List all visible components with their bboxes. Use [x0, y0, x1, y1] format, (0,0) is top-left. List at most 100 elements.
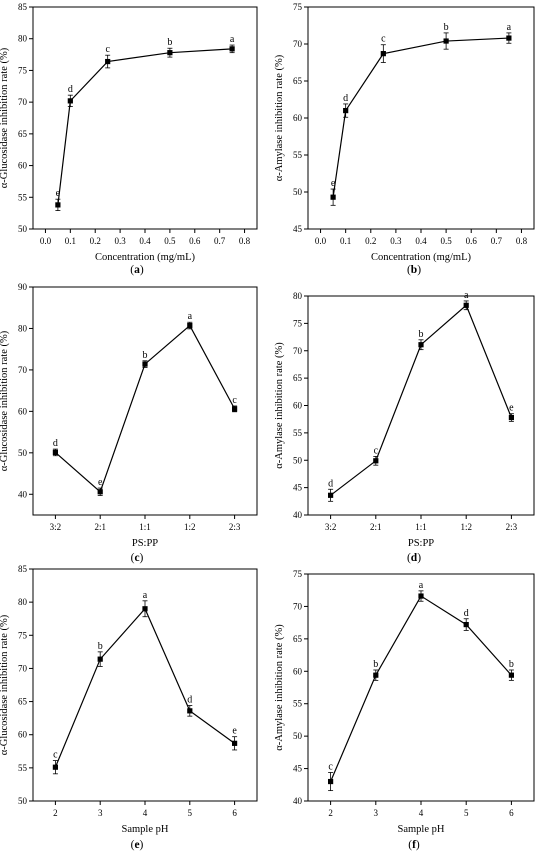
y-tick-label: 75	[293, 2, 303, 12]
x-axis-title: PS:PP	[408, 538, 434, 549]
data-point	[105, 58, 111, 65]
data-point	[55, 202, 61, 208]
x-tick-label: 2:3	[229, 522, 241, 532]
y-tick-label: 40	[293, 796, 303, 806]
y-axis-title: α-Amylase inhibition rate (%)	[274, 342, 285, 469]
x-tick-label: 0.3	[114, 236, 126, 246]
y-tick-label: 80	[18, 34, 28, 44]
y-tick-label: 65	[293, 373, 303, 383]
y-tick-label: 75	[18, 65, 28, 75]
significance-letter: e	[232, 726, 237, 737]
data-point	[373, 672, 379, 678]
x-tick-label: 0.0	[315, 236, 327, 246]
y-tick-label: 55	[18, 763, 28, 773]
chart-panel-b: 0.0 0.1 0.2 0.3 0.4 0.5 0.6 0.7 0.8 45 50 55 60 65 70 7…	[274, 2, 535, 276]
y-tick-label: 75	[18, 630, 28, 640]
plot-frame	[307, 6, 535, 230]
y-tick-label: 55	[18, 192, 28, 202]
data-point	[463, 621, 469, 628]
data-point	[52, 764, 58, 770]
x-tick-label: 3:2	[325, 522, 337, 532]
data-point	[232, 406, 238, 412]
significance-letter: b	[419, 329, 424, 340]
x-tick-label: 1:2	[184, 522, 196, 532]
chart-panel-a: 0.0 0.1 0.2 0.3 0.4 0.5 0.6 0.7 0.8 50 55 60 65 70 75 8…	[0, 2, 258, 276]
significance-letter: b	[373, 659, 378, 670]
chart-panel-e: 2 3 4 5 6 50 55 60 65 70 75 80 85 Sample pH α-Glucosid…	[0, 564, 258, 851]
y-axis-title: α-Amylase inhibition rate (%)	[274, 624, 285, 751]
y-tick-label: 70	[293, 601, 303, 611]
significance-letter: a	[419, 580, 424, 591]
y-tick-label: 75	[293, 569, 303, 579]
x-tick-label: 0.1	[65, 236, 76, 246]
y-tick-label: 50	[18, 448, 28, 458]
data-point	[328, 492, 334, 498]
significance-letter: d	[328, 478, 333, 489]
y-tick-label: 55	[293, 428, 303, 438]
data-point	[506, 35, 512, 41]
x-tick-label: 0.4	[415, 236, 427, 246]
x-tick-label: 3	[374, 808, 379, 818]
panel-caption: (b)	[407, 264, 421, 276]
x-tick-label: 2	[328, 808, 333, 818]
panel-caption: (f)	[408, 839, 420, 851]
x-axis-title: Sample pH	[398, 824, 445, 835]
data-point	[97, 656, 103, 662]
x-tick-label: 0.5	[164, 236, 176, 246]
significance-letter: c	[328, 761, 333, 772]
plot-frame	[307, 573, 535, 802]
significance-letter: a	[188, 311, 193, 322]
x-tick-label: 4	[143, 808, 148, 818]
data-point	[52, 449, 58, 456]
significance-letter: e	[98, 477, 103, 488]
x-axis-title: PS:PP	[132, 538, 158, 549]
x-tick-label: 4	[419, 808, 424, 818]
y-tick-label: 40	[18, 489, 28, 499]
data-point	[508, 672, 514, 678]
y-tick-label: 60	[293, 666, 303, 676]
panel-caption: (d)	[407, 552, 421, 564]
data-point	[97, 489, 103, 495]
data-point	[167, 50, 173, 56]
y-axis-title: α-Glucosidase inhibition rate (%)	[0, 614, 10, 755]
data-point	[418, 593, 424, 599]
data-point	[418, 342, 424, 348]
x-tick-label: 5	[188, 808, 193, 818]
x-tick-label: 0.3	[390, 236, 402, 246]
x-tick-label: 0.1	[340, 236, 351, 246]
x-tick-label: 1:1	[415, 522, 427, 532]
panel-caption: (e)	[131, 839, 144, 851]
x-tick-label: 0.2	[365, 236, 376, 246]
significance-letter: e	[509, 403, 514, 414]
x-tick-label: 2	[53, 808, 58, 818]
data-point	[187, 708, 193, 714]
y-tick-label: 60	[293, 113, 303, 123]
y-tick-label: 60	[18, 730, 28, 740]
y-tick-label: 45	[293, 224, 303, 234]
significance-letter: d	[187, 695, 192, 706]
x-tick-label: 0.8	[516, 236, 528, 246]
y-tick-label: 50	[293, 731, 303, 741]
y-tick-label: 50	[18, 224, 28, 234]
data-point	[330, 194, 336, 200]
plot-frame	[32, 286, 258, 516]
y-tick-label: 45	[293, 764, 303, 774]
significance-letter: c	[105, 44, 110, 55]
data-point	[508, 414, 514, 421]
y-tick-label: 70	[293, 346, 303, 356]
y-tick-label: 65	[293, 76, 303, 86]
significance-letter: e	[56, 188, 61, 199]
x-tick-label: 2:3	[506, 522, 518, 532]
series-line	[332, 37, 509, 198]
x-tick-label: 0.2	[90, 236, 101, 246]
x-tick-label: 3	[98, 808, 103, 818]
y-tick-label: 85	[18, 2, 28, 12]
significance-letter: a	[230, 34, 235, 45]
y-tick-label: 65	[293, 634, 303, 644]
significance-letter: b	[167, 37, 172, 48]
y-tick-label: 65	[18, 129, 28, 139]
significance-letter: b	[509, 659, 514, 670]
data-point	[343, 108, 349, 114]
y-tick-label: 90	[18, 282, 28, 292]
